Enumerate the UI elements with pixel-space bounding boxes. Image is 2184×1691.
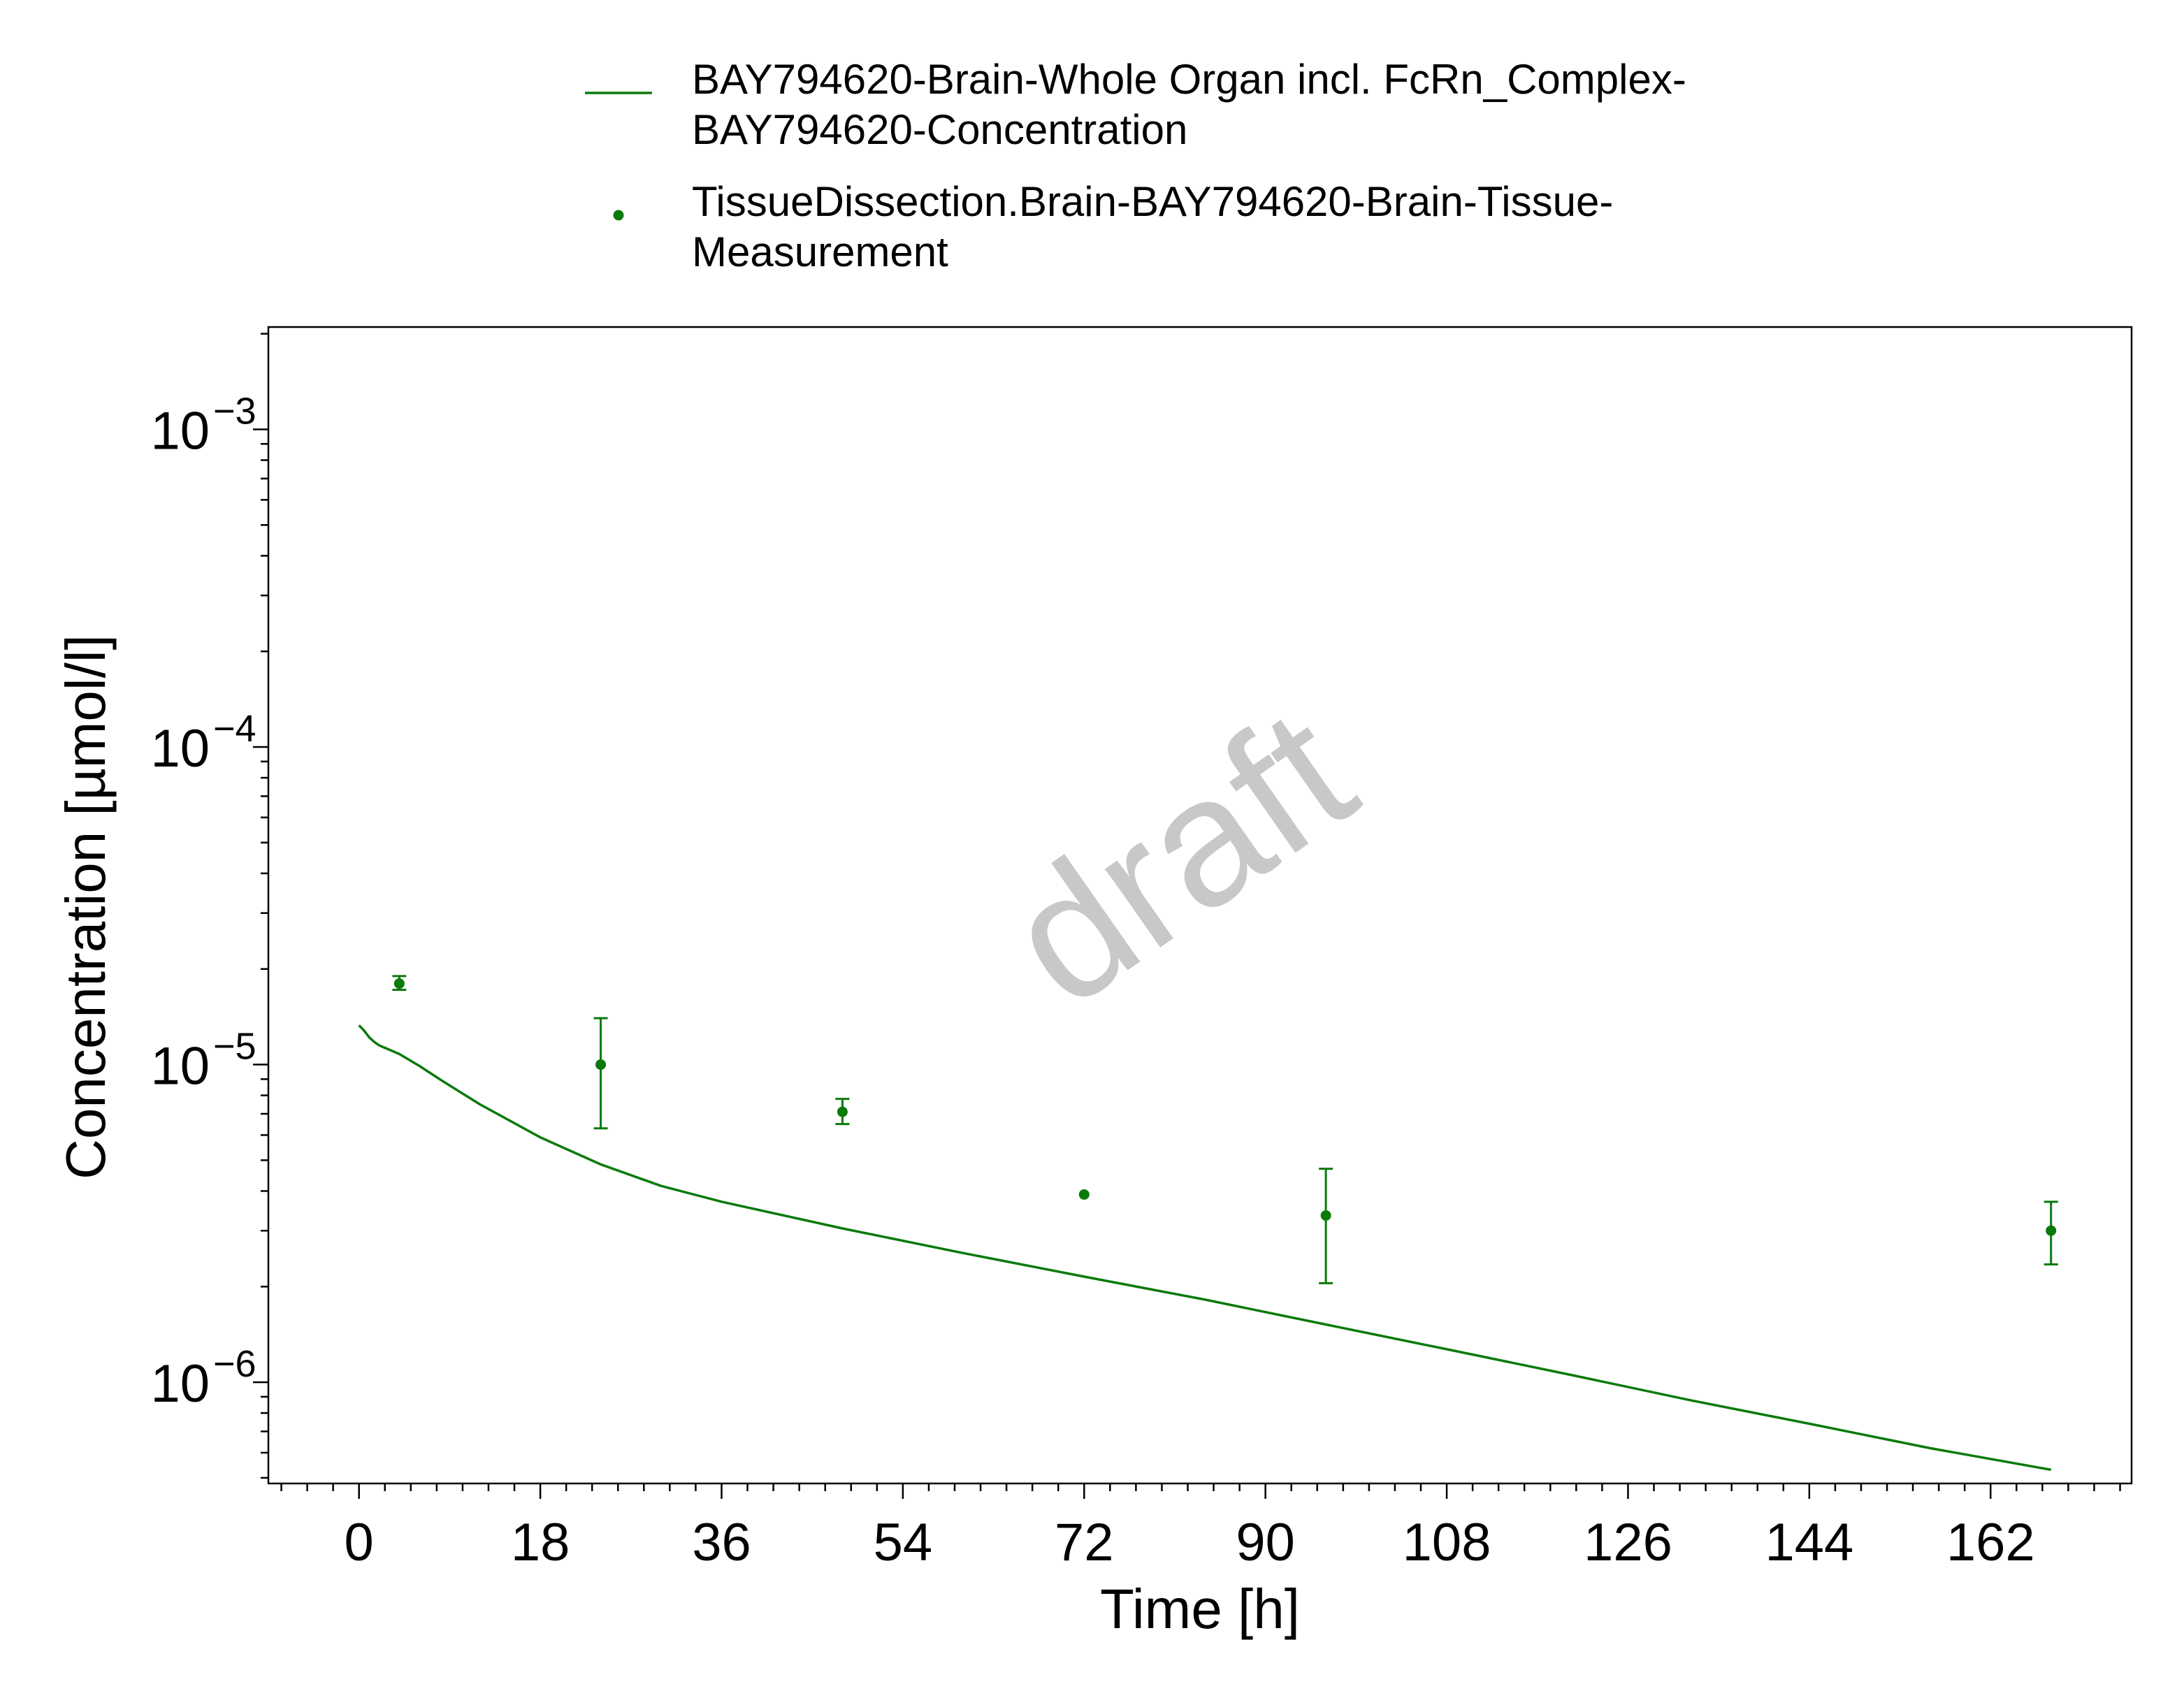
measurement-point bbox=[837, 1106, 848, 1117]
plot-area bbox=[267, 326, 2133, 1485]
x-tick-label: 36 bbox=[692, 1513, 751, 1572]
x-tick-label: 144 bbox=[1765, 1513, 1853, 1572]
y-tick-label: 10 bbox=[150, 1037, 210, 1096]
x-tick-label: 108 bbox=[1403, 1513, 1491, 1572]
legend-label: Measurement bbox=[692, 228, 948, 275]
series-layer bbox=[358, 975, 2058, 1472]
legend-marker-symbol bbox=[613, 210, 624, 221]
x-tick-label: 126 bbox=[1584, 1513, 1672, 1572]
y-tick-label: 10 bbox=[150, 401, 210, 460]
measurement-point bbox=[1078, 1189, 1090, 1200]
x-tick-label: 0 bbox=[345, 1513, 374, 1572]
y-tick-label: 10 bbox=[150, 1354, 210, 1414]
y-tick-exponent: −3 bbox=[213, 390, 256, 432]
y-tick-exponent: −4 bbox=[213, 708, 256, 750]
legend-entry: TissueDissection.Brain-BAY794620-Brain-T… bbox=[613, 178, 1613, 275]
x-tick-label: 162 bbox=[1946, 1513, 2035, 1572]
legend-label: BAY794620-Concentration bbox=[692, 106, 1187, 153]
y-tick-label: 10 bbox=[150, 719, 210, 778]
measurement-point bbox=[595, 1059, 607, 1071]
x-tick-label: 72 bbox=[1055, 1513, 1114, 1572]
x-tick-label: 54 bbox=[874, 1513, 933, 1572]
watermark: draft bbox=[974, 670, 1388, 1045]
x-axis-title: Time [h] bbox=[1100, 1578, 1300, 1640]
y-tick-exponent: −6 bbox=[213, 1343, 256, 1385]
x-tick-label: 18 bbox=[511, 1513, 570, 1572]
y-tick-exponent: −5 bbox=[213, 1026, 256, 1068]
measurement-point bbox=[393, 978, 405, 989]
y-axis-title: Concentration [µmol/l] bbox=[55, 634, 117, 1180]
legend-label: TissueDissection.Brain-BAY794620-Brain-T… bbox=[692, 178, 1613, 225]
y-axis: 10−610−510−410−3 bbox=[150, 333, 268, 1479]
legend-label: BAY794620-Brain-Whole Organ incl. FcRn_C… bbox=[692, 56, 1686, 103]
simulation-line bbox=[358, 1024, 2052, 1472]
x-axis: 0 18 36 54 72 90 108 126 144 162 bbox=[280, 1483, 2121, 1572]
measurement-point bbox=[2046, 1225, 2057, 1236]
x-tick-label: 90 bbox=[1236, 1513, 1295, 1572]
measurement-point bbox=[1320, 1210, 1331, 1221]
error-bar bbox=[593, 1017, 608, 1130]
legend: BAY794620-Brain-Whole Organ incl. FcRn_C… bbox=[585, 56, 1686, 275]
legend-entry: BAY794620-Brain-Whole Organ incl. FcRn_C… bbox=[585, 56, 1686, 153]
error-bar bbox=[1319, 1168, 1333, 1284]
